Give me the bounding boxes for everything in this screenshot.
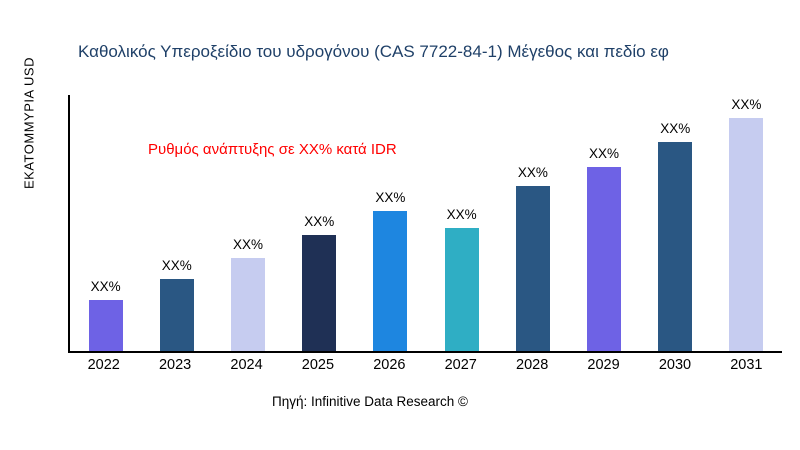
bar [729, 118, 764, 351]
bar-value-label: XX% [589, 146, 620, 162]
bars: XX% XX% XX% XX% XX% XX% XX% XX% XX% XX% [70, 95, 782, 351]
plot-area: XX% XX% XX% XX% XX% XX% XX% XX% XX% XX% [68, 95, 782, 353]
x-axis-tick-label: 2023 [158, 357, 192, 373]
bar-value-label: XX% [660, 120, 691, 136]
x-axis-tick-label: 2028 [516, 357, 549, 373]
x-axis-tick-label: 2031 [730, 357, 763, 373]
x-axis-tick-label: 2030 [658, 357, 692, 373]
bar [88, 299, 123, 351]
bar [159, 278, 194, 351]
bar-value-label: XX% [375, 190, 406, 206]
bar-value-label: XX% [517, 164, 548, 180]
bar-column: XX% [426, 95, 497, 351]
bar-value-label: XX% [731, 97, 762, 113]
bar-column: XX% [640, 95, 711, 351]
x-axis-tick-label: 2025 [301, 357, 335, 373]
bar-column: XX% [497, 95, 568, 351]
bar [302, 234, 337, 351]
bar [658, 141, 693, 351]
bar-column: XX% [141, 95, 212, 351]
x-axis-tick-label: 2029 [587, 357, 620, 373]
bar [444, 227, 479, 351]
bar-value-label: XX% [446, 206, 477, 222]
bar-column: XX% [355, 95, 426, 351]
bar [373, 211, 408, 351]
chart-title: Καθολικός Υπεροξείδιο του υδρογόνου (CAS… [78, 42, 669, 61]
bar [587, 167, 622, 351]
bar-column: XX% [711, 95, 782, 351]
y-axis-label: ΕΚΑΤΟΜΜΥΡΙΑ USD [21, 57, 37, 189]
source-note: Πηγή: Infinitive Data Research © [271, 394, 469, 409]
bar [515, 185, 550, 351]
x-axis-tick-label: 2027 [444, 357, 477, 373]
bar-column: XX% [70, 95, 141, 351]
bar-column: XX% [568, 95, 639, 351]
bar-value-label: XX% [233, 236, 264, 252]
x-axis-tick-label: 2026 [373, 357, 406, 373]
bar-column: XX% [284, 95, 355, 351]
bar-value-label: XX% [90, 278, 121, 294]
growth-annotation: Ρυθμός ανάπτυξης σε XX% κατά IDR [148, 141, 397, 158]
x-axis-labels: 2022 2023 2024 2025 2026 2027 2028 2029 2030 2031 [68, 357, 782, 373]
bar-value-label: XX% [161, 257, 192, 273]
bar [231, 257, 265, 351]
bar-value-label: XX% [304, 213, 335, 229]
bar-column: XX% [212, 95, 283, 351]
x-axis-tick-label: 2024 [230, 357, 263, 373]
x-axis-tick-label: 2022 [87, 357, 120, 373]
